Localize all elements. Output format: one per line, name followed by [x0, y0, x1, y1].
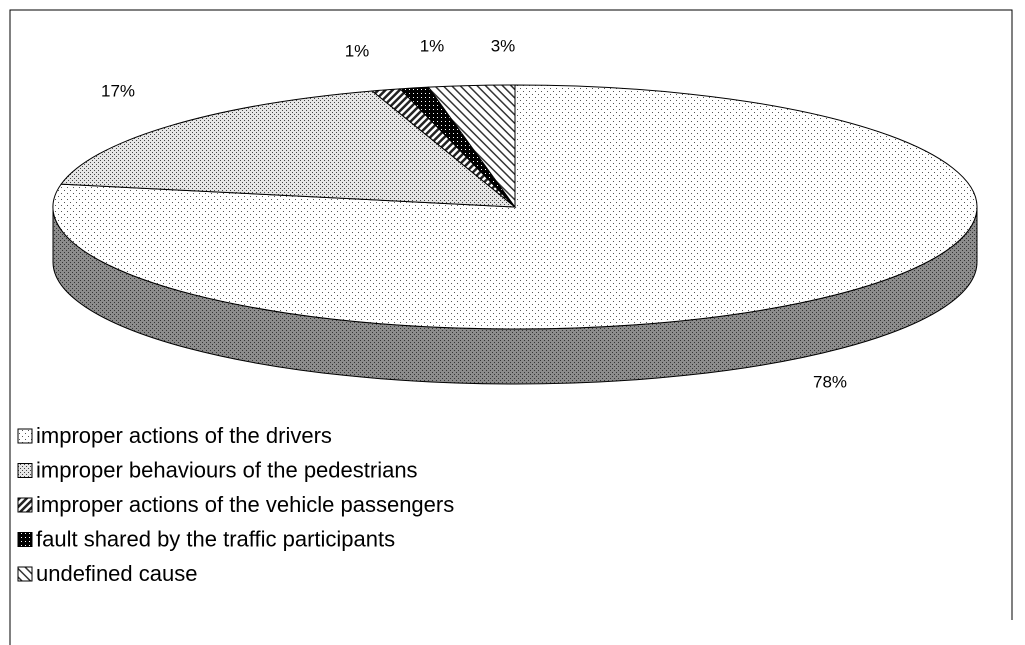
data-label: 3%: [491, 36, 516, 55]
legend-swatch: [17, 428, 33, 444]
data-label: 78%: [813, 372, 847, 391]
data-label: 1%: [345, 41, 370, 60]
legend-label: fault shared by the traffic participants: [36, 526, 395, 551]
legend-label: improper behaviours of the pedestrians: [36, 457, 418, 482]
pie-slice: [60, 90, 517, 208]
frame: [9, 9, 1013, 645]
legend-label: improper actions of the drivers: [36, 423, 332, 448]
legend-swatch: [17, 463, 33, 478]
data-label: 1%: [420, 36, 445, 55]
legend-swatch: [17, 497, 33, 513]
data-label: 17%: [101, 81, 135, 100]
pie-slice: [52, 84, 978, 330]
pie-slice: [427, 84, 516, 209]
legend-label: undefined cause: [36, 561, 197, 586]
legend-swatch: [17, 566, 33, 582]
legend-label: improper actions of the vehicle passenge…: [36, 492, 454, 517]
legend-swatch: [17, 532, 33, 547]
